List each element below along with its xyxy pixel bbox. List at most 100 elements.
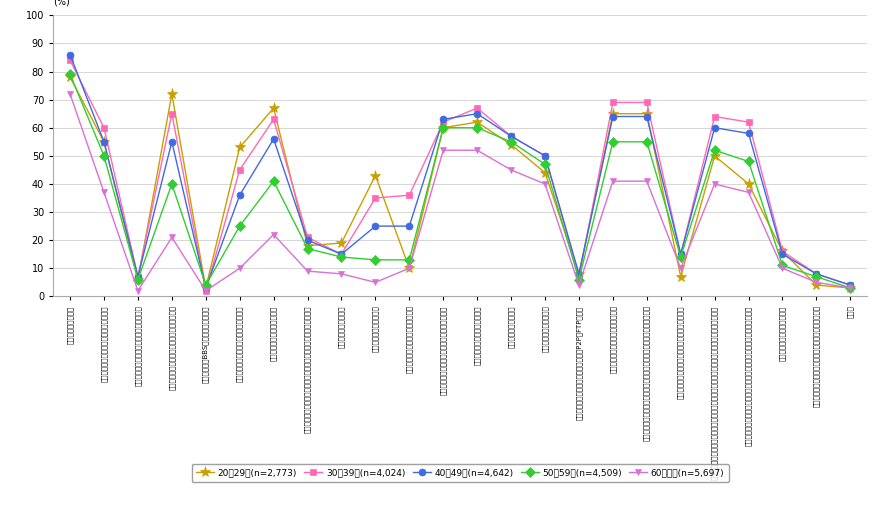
60歳以上(n=5,697)	[133, 288, 143, 294]
60歳以上(n=5,697)	[573, 282, 584, 288]
60歳以上(n=5,697)	[166, 235, 177, 241]
40〜49歳(n=4,642)	[607, 113, 618, 120]
20〜29歳(n=2,773)	[607, 111, 618, 117]
50〜59歳(n=4,509)	[336, 254, 347, 260]
20〜29歳(n=2,773)	[777, 248, 788, 254]
50〜59歳(n=4,509)	[472, 125, 482, 131]
40〜49歳(n=4,642)	[675, 251, 686, 258]
30〜39歳(n=4,024)	[404, 192, 414, 198]
50〜59歳(n=4,509)	[540, 161, 550, 168]
30〜39歳(n=4,024)	[540, 153, 550, 159]
60歳以上(n=5,697)	[472, 147, 482, 153]
30〜39歳(n=4,024)	[573, 274, 584, 280]
40〜49歳(n=4,642)	[65, 52, 75, 58]
50〜59歳(n=4,509)	[268, 178, 279, 184]
30〜39歳(n=4,024)	[235, 167, 245, 173]
50〜59歳(n=4,509)	[200, 282, 211, 288]
50〜59歳(n=4,509)	[675, 254, 686, 260]
40〜49歳(n=4,642)	[642, 113, 652, 120]
Line: 60歳以上(n=5,697): 60歳以上(n=5,697)	[66, 90, 854, 294]
50〜59歳(n=4,509)	[65, 72, 75, 78]
30〜39歳(n=4,024)	[811, 271, 821, 277]
60歳以上(n=5,697)	[845, 285, 856, 291]
60歳以上(n=5,697)	[200, 288, 211, 294]
20〜29歳(n=2,773)	[743, 181, 754, 187]
20〜29歳(n=2,773)	[438, 125, 449, 131]
40〜49歳(n=4,642)	[472, 111, 482, 117]
40〜49歳(n=4,642)	[336, 251, 347, 258]
50〜59歳(n=4,509)	[438, 125, 449, 131]
30〜39歳(n=4,024)	[845, 282, 856, 288]
40〜49歳(n=4,642)	[438, 117, 449, 123]
60歳以上(n=5,697)	[99, 190, 110, 196]
60歳以上(n=5,697)	[743, 190, 754, 196]
30〜39歳(n=4,024)	[166, 111, 177, 117]
60歳以上(n=5,697)	[506, 167, 517, 173]
30〜39歳(n=4,024)	[506, 133, 517, 140]
20〜29歳(n=2,773)	[472, 119, 482, 125]
20〜29歳(n=2,773)	[540, 170, 550, 176]
60歳以上(n=5,697)	[370, 279, 381, 285]
40〜49歳(n=4,642)	[845, 282, 856, 288]
50〜59歳(n=4,509)	[166, 181, 177, 187]
60歳以上(n=5,697)	[65, 91, 75, 97]
30〜39歳(n=4,024)	[710, 113, 720, 120]
40〜49歳(n=4,642)	[166, 139, 177, 145]
40〜49歳(n=4,642)	[811, 271, 821, 277]
40〜49歳(n=4,642)	[370, 223, 381, 229]
60歳以上(n=5,697)	[438, 147, 449, 153]
40〜49歳(n=4,642)	[404, 223, 414, 229]
60歳以上(n=5,697)	[675, 265, 686, 271]
Line: 20〜29歳(n=2,773): 20〜29歳(n=2,773)	[65, 72, 856, 293]
30〜39歳(n=4,024)	[642, 99, 652, 106]
40〜49歳(n=4,642)	[99, 139, 110, 145]
50〜59歳(n=4,509)	[235, 223, 245, 229]
20〜29歳(n=2,773)	[811, 282, 821, 288]
50〜59歳(n=4,509)	[607, 139, 618, 145]
30〜39歳(n=4,024)	[99, 125, 110, 131]
20〜29歳(n=2,773)	[404, 265, 414, 271]
40〜49歳(n=4,642)	[133, 274, 143, 280]
40〜49歳(n=4,642)	[268, 136, 279, 142]
20〜29歳(n=2,773)	[710, 153, 720, 159]
20〜29歳(n=2,773)	[642, 111, 652, 117]
20〜29歳(n=2,773)	[336, 240, 347, 246]
Line: 40〜49歳(n=4,642): 40〜49歳(n=4,642)	[66, 51, 854, 291]
Line: 30〜39歳(n=4,024): 30〜39歳(n=4,024)	[66, 57, 854, 294]
50〜59歳(n=4,509)	[370, 257, 381, 263]
20〜29歳(n=2,773)	[200, 285, 211, 291]
60歳以上(n=5,697)	[642, 178, 652, 184]
40〜49歳(n=4,642)	[777, 251, 788, 258]
40〜49歳(n=4,642)	[200, 285, 211, 291]
20〜29歳(n=2,773)	[268, 105, 279, 111]
50〜59歳(n=4,509)	[404, 257, 414, 263]
30〜39歳(n=4,024)	[268, 117, 279, 123]
40〜49歳(n=4,642)	[302, 237, 313, 243]
30〜39歳(n=4,024)	[65, 57, 75, 63]
20〜29歳(n=2,773)	[99, 139, 110, 145]
40〜49歳(n=4,642)	[743, 130, 754, 136]
50〜59歳(n=4,509)	[573, 276, 584, 283]
40〜49歳(n=4,642)	[710, 125, 720, 131]
20〜29歳(n=2,773)	[845, 285, 856, 291]
60歳以上(n=5,697)	[811, 279, 821, 285]
60歳以上(n=5,697)	[607, 178, 618, 184]
50〜59歳(n=4,509)	[710, 147, 720, 153]
30〜39歳(n=4,024)	[302, 235, 313, 241]
60歳以上(n=5,697)	[710, 181, 720, 187]
30〜39歳(n=4,024)	[472, 105, 482, 111]
60歳以上(n=5,697)	[540, 181, 550, 187]
40〜49歳(n=4,642)	[506, 133, 517, 140]
40〜49歳(n=4,642)	[573, 271, 584, 277]
40〜49歳(n=4,642)	[540, 153, 550, 159]
40〜49歳(n=4,642)	[235, 192, 245, 198]
Legend: 20〜29歳(n=2,773), 30〜39歳(n=4,024), 40〜49歳(n=4,642), 50〜59歳(n=4,509), 60歳以上(n=5,69: 20〜29歳(n=2,773), 30〜39歳(n=4,024), 40〜49歳…	[191, 464, 729, 482]
30〜39歳(n=4,024)	[607, 99, 618, 106]
20〜29歳(n=2,773)	[573, 271, 584, 277]
50〜59歳(n=4,509)	[845, 285, 856, 291]
30〜39歳(n=4,024)	[200, 288, 211, 294]
20〜29歳(n=2,773)	[65, 74, 75, 80]
20〜29歳(n=2,773)	[166, 91, 177, 97]
30〜39歳(n=4,024)	[438, 119, 449, 125]
20〜29歳(n=2,773)	[302, 243, 313, 249]
